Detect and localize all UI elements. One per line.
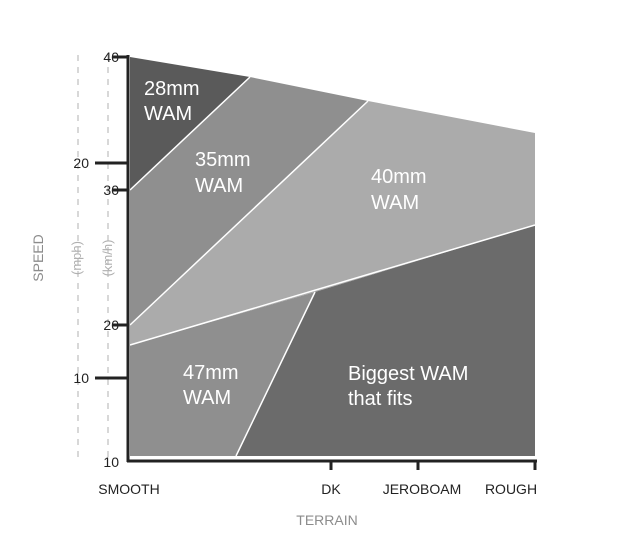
- divider-35-40: [129, 100, 369, 326]
- y-ticks: [95, 55, 128, 380]
- region-biggest-wam: [236, 225, 535, 456]
- tick-label-kmh-40: 40: [103, 49, 119, 65]
- divider-40-lower: [129, 224, 536, 346]
- region-47mm-wam: [130, 292, 315, 456]
- divider-47-biggest: [235, 291, 316, 457]
- region-label-40mm: 40mm: [371, 166, 427, 188]
- tick-label-kmh-30: 30: [103, 182, 119, 198]
- tick-label-mph-20: 20: [73, 155, 89, 171]
- region-28mm-wam: [130, 57, 250, 190]
- y-axis-title: SPEED: [30, 234, 46, 281]
- x-label-rough: ROUGH: [485, 481, 537, 497]
- x-label-smooth: SMOOTH: [98, 481, 159, 497]
- region-40mm-wam: [130, 101, 535, 345]
- region-label-40mm-wam: WAM: [371, 192, 419, 214]
- region-label-47mm: 47mm: [183, 362, 239, 384]
- x-ticks: [329, 461, 537, 470]
- region-label-28mm-wam: WAM: [144, 103, 192, 125]
- region-label-35mm: 35mm: [195, 149, 251, 171]
- unit-label-mph: (mph): [69, 241, 84, 275]
- divider-28-35: [129, 76, 251, 191]
- region-label-that-fits: that fits: [348, 388, 412, 410]
- tick-label-kmh-20: 20: [103, 317, 119, 333]
- region-label-47mm-wam: WAM: [183, 387, 231, 409]
- x-axis-title: TERRAIN: [296, 512, 357, 528]
- tick-label-mph-10: 10: [73, 370, 89, 386]
- x-label-jeroboam: JEROBOAM: [383, 481, 462, 497]
- tick-label-kmh-10: 10: [103, 454, 119, 470]
- region-label-28mm: 28mm: [144, 78, 200, 100]
- region-label-biggest: Biggest WAM: [348, 363, 468, 385]
- region-label-35mm-wam: WAM: [195, 175, 243, 197]
- region-35mm-wam: [130, 77, 368, 325]
- unit-label-kmh: (km/h): [100, 240, 115, 277]
- region-dividers: [129, 76, 536, 457]
- x-label-dk: DK: [321, 481, 341, 497]
